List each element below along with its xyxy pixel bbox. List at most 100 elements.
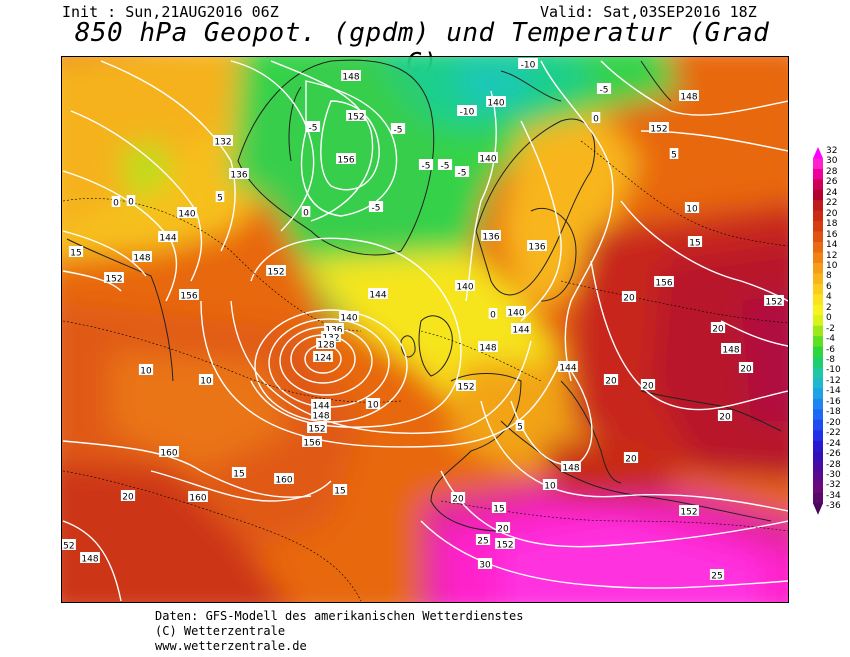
legend-swatch bbox=[813, 451, 823, 462]
geopotential-label-bg bbox=[213, 135, 233, 146]
temperature-label-bg bbox=[518, 58, 538, 69]
legend-value: 10 bbox=[826, 260, 838, 271]
temperature-label-bg bbox=[231, 467, 247, 478]
legend-bottom-arrow bbox=[813, 503, 823, 515]
geopotential-label: 144 bbox=[312, 402, 329, 412]
geopotential-label: 148 bbox=[562, 464, 579, 474]
temperature-label-bg bbox=[623, 452, 639, 463]
geopotential-label-bg bbox=[321, 331, 341, 342]
geopotential-label: 152 bbox=[105, 275, 122, 285]
geopotential-label-bg bbox=[511, 323, 531, 334]
temperature-label: -10 bbox=[521, 61, 536, 71]
legend-value: 6 bbox=[826, 281, 832, 292]
geopotential-label-bg bbox=[339, 311, 359, 322]
legend-swatch bbox=[813, 283, 823, 295]
legend-value: -22 bbox=[826, 428, 841, 439]
temperature-label: 0 bbox=[113, 199, 119, 209]
temperature-label-bg bbox=[450, 492, 466, 503]
temperature-label: -5 bbox=[394, 126, 403, 136]
legend-value: -24 bbox=[826, 438, 841, 449]
legend-value: -32 bbox=[826, 480, 841, 491]
temperature-label: -5 bbox=[441, 162, 450, 172]
geopotential-label: 148 bbox=[722, 346, 739, 356]
temperature-label: 10 bbox=[140, 367, 152, 377]
geopotential-label: 144 bbox=[159, 234, 176, 244]
temperature-label-bg bbox=[454, 166, 470, 177]
temperature-label: -10 bbox=[460, 108, 475, 118]
legend-value: 30 bbox=[826, 156, 838, 167]
temperature-field bbox=[62, 57, 788, 602]
temperature-label-bg bbox=[488, 308, 498, 319]
temperature-label: 20 bbox=[625, 455, 637, 465]
geopotential-label-bg bbox=[158, 231, 178, 242]
legend-swatch bbox=[813, 168, 823, 180]
geopotential-label: 124 bbox=[314, 354, 331, 364]
geopotential-label: 148 bbox=[479, 344, 496, 354]
legend-value: 26 bbox=[826, 177, 838, 188]
geopotential-label-bg bbox=[679, 505, 699, 516]
temperature-label: 5 bbox=[517, 423, 523, 433]
legend-value: -8 bbox=[826, 355, 835, 365]
geopotential-label-bg bbox=[311, 409, 331, 420]
temperature-label-bg bbox=[305, 121, 321, 132]
temperature-label-bg bbox=[738, 362, 754, 373]
temperature-label: 10 bbox=[200, 377, 212, 387]
geopotential-label: 144 bbox=[369, 291, 386, 301]
coastlines bbox=[66, 59, 782, 532]
legend-swatch bbox=[813, 367, 823, 379]
temperature-label-bg bbox=[198, 374, 214, 385]
geopotential-label-bg bbox=[478, 341, 498, 352]
legend-value: 0 bbox=[826, 313, 832, 324]
temperature-label: 5 bbox=[671, 151, 677, 161]
temperature-label-bg bbox=[126, 195, 136, 206]
geopotential-label-bg bbox=[159, 446, 179, 457]
legend-swatch bbox=[813, 440, 823, 452]
geopotential-label: 152 bbox=[308, 425, 325, 435]
legend-swatch bbox=[813, 419, 823, 431]
geopotential-label: 156 bbox=[655, 279, 672, 289]
temperature-label: 15 bbox=[233, 470, 244, 480]
geopotential-label-bg bbox=[179, 289, 199, 300]
temperature-label-bg bbox=[475, 534, 491, 545]
legend-swatch bbox=[813, 189, 823, 201]
temperature-label: 20 bbox=[719, 413, 731, 423]
footer-data-source: Daten: GFS-Modell des amerikanischen Wet… bbox=[155, 609, 524, 623]
legend-swatch bbox=[813, 398, 823, 410]
legend-value: 18 bbox=[826, 219, 838, 230]
legend-top-arrow bbox=[813, 147, 823, 159]
temperature-label-bg bbox=[368, 201, 384, 212]
temperature-label: 0 bbox=[593, 115, 599, 125]
temperature-label: 10 bbox=[544, 482, 556, 492]
legend-swatch bbox=[813, 377, 823, 389]
geopotential-label-bg bbox=[132, 251, 152, 262]
temperature-label: 20 bbox=[623, 294, 635, 304]
temperature-label-bg bbox=[542, 479, 558, 490]
legend-value: 16 bbox=[826, 229, 838, 240]
legend-value: -20 bbox=[826, 417, 841, 428]
legend-swatch bbox=[813, 179, 823, 191]
geopotential-label-bg bbox=[274, 473, 294, 484]
geopotential-label-bg bbox=[478, 152, 498, 163]
temperature-label: 0 bbox=[303, 209, 309, 219]
color-scale-legend: 32 30 28 26 24 22 20 18 16 14 12 10 8 6 4 2 0 -2 -4 -6 -8 -10… bbox=[812, 146, 850, 516]
footer-copyright: (C) Wetterzentrale bbox=[155, 624, 286, 638]
geopotential-label-bg bbox=[316, 338, 336, 349]
geopotential-label: 136 bbox=[482, 233, 499, 243]
geopotential-label: 140 bbox=[456, 283, 473, 293]
geopotential-label-bg bbox=[679, 90, 699, 101]
geopotential-contours bbox=[62, 60, 788, 602]
geopotential-label: 152 bbox=[496, 541, 513, 551]
temperature-label: 20 bbox=[122, 493, 134, 503]
temperature-label: 15 bbox=[334, 487, 345, 497]
temperature-label: 20 bbox=[642, 382, 654, 392]
geopotential-label: 148 bbox=[133, 254, 150, 264]
temperature-label-bg bbox=[491, 502, 507, 513]
geopotential-label: 140 bbox=[507, 309, 524, 319]
geopotential-label: 148 bbox=[81, 555, 98, 565]
geopotential-label-bg bbox=[561, 461, 581, 472]
geopotential-label: 152 bbox=[457, 383, 474, 393]
geopotential-label-bg bbox=[481, 230, 501, 241]
geopotential-label-bg bbox=[346, 110, 366, 121]
geopotential-label: 152 bbox=[650, 125, 667, 135]
geopotential-label: 152 bbox=[765, 298, 782, 308]
